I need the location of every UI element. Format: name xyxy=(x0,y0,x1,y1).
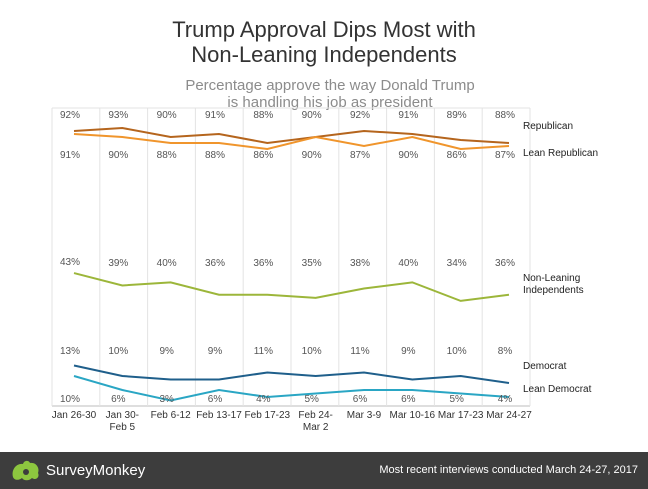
data-label: 13% xyxy=(60,346,80,357)
data-label: 11% xyxy=(350,346,369,357)
data-label: 86% xyxy=(253,150,273,161)
series-line-democrat xyxy=(73,364,510,384)
data-label: 10% xyxy=(302,346,322,357)
data-label: 4% xyxy=(256,394,271,405)
data-label: 9% xyxy=(159,346,174,357)
data-label: 11% xyxy=(254,346,273,357)
data-label: 90% xyxy=(398,150,418,161)
x-tick-label: Feb 24-Mar 2 xyxy=(298,410,332,433)
series-name-label: Republican xyxy=(523,121,573,132)
series-line-non-leaning-independents xyxy=(73,272,510,302)
x-tick-label: Mar 17-23 xyxy=(438,410,484,421)
data-label: 6% xyxy=(401,394,416,405)
data-label: 35% xyxy=(302,258,322,269)
data-label: 10% xyxy=(108,346,128,357)
series-line-lean-republican xyxy=(73,133,510,151)
series-line-lean-democrat xyxy=(73,375,510,402)
data-label: 38% xyxy=(350,258,370,269)
data-label: 34% xyxy=(447,258,467,269)
data-label: 39% xyxy=(108,258,128,269)
data-label: 90% xyxy=(157,110,177,121)
data-label: 40% xyxy=(157,258,177,269)
data-label: 9% xyxy=(401,346,416,357)
data-label: 88% xyxy=(157,150,177,161)
x-tick-label: Jan 26-30 xyxy=(52,410,97,421)
data-label: 88% xyxy=(253,110,273,121)
data-label: 90% xyxy=(302,110,322,121)
footer-note: Most recent interviews conducted March 2… xyxy=(379,464,638,476)
data-label: 43% xyxy=(60,257,80,268)
data-label: 87% xyxy=(350,150,370,161)
chart-subtitle: Percentage approve the way Donald Trump … xyxy=(140,77,520,111)
surveymonkey-logo: SurveyMonkey xyxy=(10,459,160,483)
monkey-logo-icon xyxy=(12,460,39,481)
series-line-republican xyxy=(73,126,510,145)
data-label: 90% xyxy=(302,150,322,161)
data-label: 9% xyxy=(208,346,223,357)
chart-subtitle-line-2: is handling his job as president xyxy=(227,94,433,111)
chart-subtitle-line-1: Percentage approve the way Donald Trump xyxy=(185,77,475,94)
chart-title-line-2: Non-Leaning Independents xyxy=(191,42,457,67)
data-label: 36% xyxy=(205,258,225,269)
x-tick-label: Jan 30-Feb 5 xyxy=(106,410,139,433)
data-label: 93% xyxy=(108,110,128,121)
data-label: 87% xyxy=(495,150,515,161)
data-label: 89% xyxy=(447,110,467,121)
chart-title: Trump Approval Dips Most with Non-Leanin… xyxy=(0,17,648,67)
chart-title-line-1: Trump Approval Dips Most with xyxy=(172,17,476,42)
x-tick-label: Feb 6-12 xyxy=(151,410,191,421)
data-label: 6% xyxy=(208,394,223,405)
x-tick-label: Feb 13-17 xyxy=(196,410,242,421)
data-label: 91% xyxy=(398,110,418,121)
data-label: 5% xyxy=(449,394,464,405)
data-label: 3% xyxy=(159,394,174,405)
data-label: 92% xyxy=(60,110,80,121)
series-name-label: Lean Republican xyxy=(523,148,598,159)
data-label: 88% xyxy=(205,150,225,161)
data-label: 92% xyxy=(350,110,370,121)
data-label: 6% xyxy=(353,394,368,405)
x-tick-label: Feb 17-23 xyxy=(245,410,291,421)
x-tick-label: Mar 24-27 xyxy=(486,410,532,421)
x-tick-label: Mar 3-9 xyxy=(347,410,382,421)
series-name-label: Democrat xyxy=(523,361,567,372)
data-label: 8% xyxy=(498,346,513,357)
data-label: 6% xyxy=(111,394,126,405)
logo-text: SurveyMonkey xyxy=(46,462,146,479)
footer-bar: SurveyMonkey Most recent interviews cond… xyxy=(0,452,648,489)
data-label: 10% xyxy=(447,346,467,357)
series-name-label: Lean Democrat xyxy=(523,384,592,395)
data-label: 88% xyxy=(495,110,515,121)
data-label: 36% xyxy=(495,258,515,269)
data-label: 91% xyxy=(60,150,80,161)
data-label: 5% xyxy=(304,394,319,405)
x-tick-label: Mar 10-16 xyxy=(390,410,436,421)
data-label: 91% xyxy=(205,110,225,121)
data-label: 10% xyxy=(60,394,80,405)
data-label: 90% xyxy=(108,150,128,161)
data-label: 4% xyxy=(498,394,513,405)
data-label: 40% xyxy=(398,258,418,269)
data-label: 86% xyxy=(447,150,467,161)
data-label: 36% xyxy=(253,258,273,269)
series-name-label: Non-Leaning Independents xyxy=(523,273,584,296)
